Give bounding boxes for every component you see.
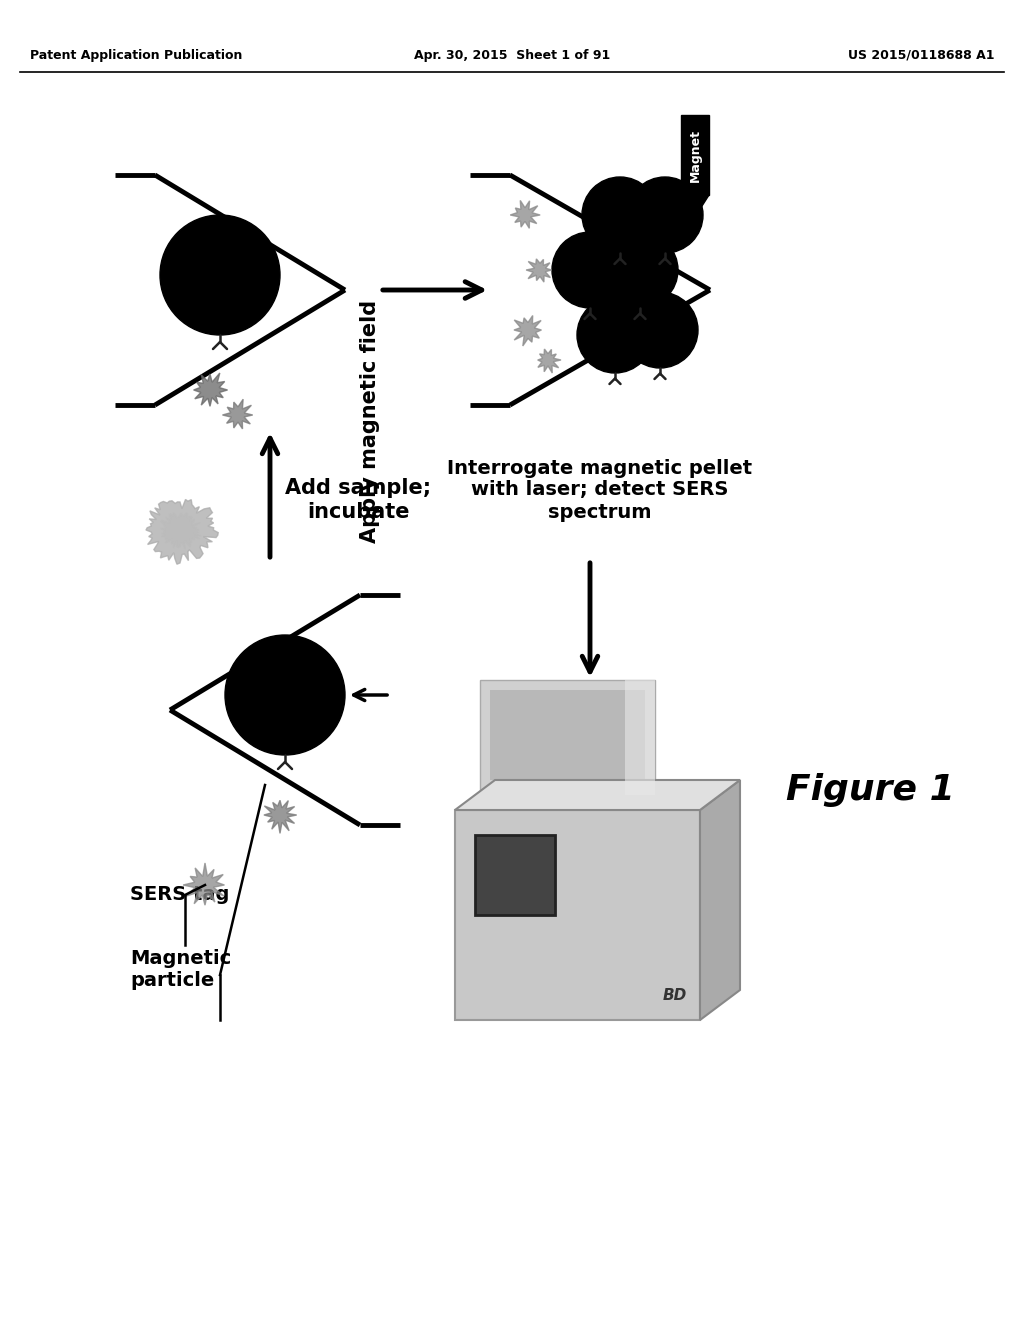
Circle shape — [622, 292, 698, 368]
Text: Magnetic
particle: Magnetic particle — [130, 949, 231, 990]
Bar — [681, 115, 709, 195]
Polygon shape — [514, 315, 542, 346]
Circle shape — [225, 635, 345, 755]
Text: SERS tag: SERS tag — [130, 886, 229, 904]
Circle shape — [602, 232, 678, 308]
Bar — [625, 680, 655, 795]
Polygon shape — [146, 499, 218, 564]
Polygon shape — [510, 201, 540, 228]
Bar — [480, 680, 655, 795]
Text: Magnet: Magnet — [688, 128, 701, 181]
Text: Figure 1: Figure 1 — [785, 774, 954, 807]
Text: Patent Application Publication: Patent Application Publication — [30, 49, 243, 62]
Text: Interrogate magnetic pellet
with laser; detect SERS
spectrum: Interrogate magnetic pellet with laser; … — [447, 458, 753, 521]
Bar — [490, 690, 645, 780]
Text: Apply magnetic field: Apply magnetic field — [360, 300, 380, 543]
Circle shape — [577, 297, 653, 374]
Polygon shape — [526, 259, 552, 282]
Polygon shape — [681, 195, 709, 216]
Circle shape — [627, 177, 703, 253]
Polygon shape — [264, 800, 297, 833]
Circle shape — [552, 232, 628, 308]
Text: Apr. 30, 2015  Sheet 1 of 91: Apr. 30, 2015 Sheet 1 of 91 — [414, 49, 610, 62]
Polygon shape — [161, 512, 201, 549]
Circle shape — [582, 177, 658, 253]
Polygon shape — [194, 374, 227, 407]
Circle shape — [160, 215, 280, 335]
Polygon shape — [455, 810, 700, 1020]
Text: Add sample;
incubate: Add sample; incubate — [285, 478, 431, 521]
Bar — [475, 836, 555, 915]
Text: BD: BD — [663, 987, 687, 1002]
Polygon shape — [538, 348, 561, 374]
Text: US 2015/0118688 A1: US 2015/0118688 A1 — [848, 49, 994, 62]
Polygon shape — [222, 399, 253, 429]
Polygon shape — [183, 863, 224, 906]
Polygon shape — [455, 780, 740, 810]
Polygon shape — [700, 780, 740, 1020]
